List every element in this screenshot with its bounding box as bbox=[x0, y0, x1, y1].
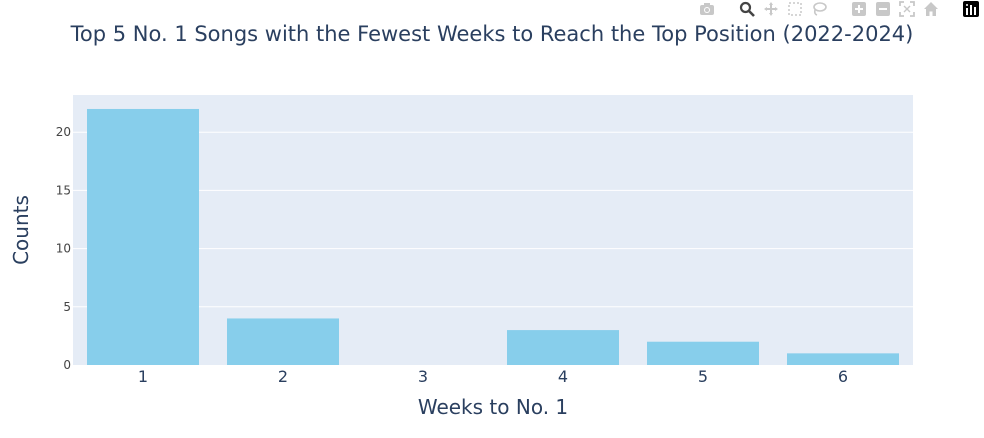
modebar bbox=[698, 0, 984, 18]
bars bbox=[87, 108, 899, 365]
lasso-icon[interactable] bbox=[810, 0, 828, 18]
gridlines bbox=[73, 131, 913, 308]
bar-2[interactable] bbox=[227, 318, 339, 365]
y-tick-label: 10 bbox=[56, 242, 71, 256]
y-tick-label: 5 bbox=[63, 300, 71, 314]
bar-6[interactable] bbox=[787, 353, 899, 365]
plot-area bbox=[73, 95, 913, 365]
plotly-logo-icon[interactable] bbox=[962, 0, 980, 18]
x-tick-label: 2 bbox=[278, 367, 288, 386]
y-tick-label: 15 bbox=[56, 183, 71, 197]
home-icon[interactable] bbox=[922, 0, 940, 18]
x-tick-label: 4 bbox=[558, 367, 568, 386]
bar-5[interactable] bbox=[647, 341, 759, 365]
x-axis-ticks: 1 2 3 4 5 6 bbox=[138, 367, 848, 386]
bar-4[interactable] bbox=[507, 330, 619, 365]
bar-1[interactable] bbox=[87, 108, 199, 365]
zoom-out-icon[interactable] bbox=[874, 0, 892, 18]
y-axis-ticks: 0 5 10 15 20 bbox=[56, 125, 71, 372]
y-tick-label: 0 bbox=[63, 358, 71, 372]
x-tick-label: 3 bbox=[418, 367, 428, 386]
x-tick-label: 1 bbox=[138, 367, 148, 386]
autoscale-icon[interactable] bbox=[898, 0, 916, 18]
y-axis-title: Counts bbox=[9, 195, 33, 265]
y-tick-label: 20 bbox=[56, 125, 71, 139]
box-select-icon[interactable] bbox=[786, 0, 804, 18]
x-tick-label: 5 bbox=[698, 367, 708, 386]
zoom-icon[interactable] bbox=[738, 0, 756, 18]
pan-icon[interactable] bbox=[762, 0, 780, 18]
x-tick-label: 6 bbox=[838, 367, 848, 386]
chart-title: Top 5 No. 1 Songs with the Fewest Weeks … bbox=[70, 22, 914, 46]
camera-icon[interactable] bbox=[698, 0, 716, 18]
x-axis-title: Weeks to No. 1 bbox=[418, 395, 568, 419]
zoom-in-icon[interactable] bbox=[850, 0, 868, 18]
